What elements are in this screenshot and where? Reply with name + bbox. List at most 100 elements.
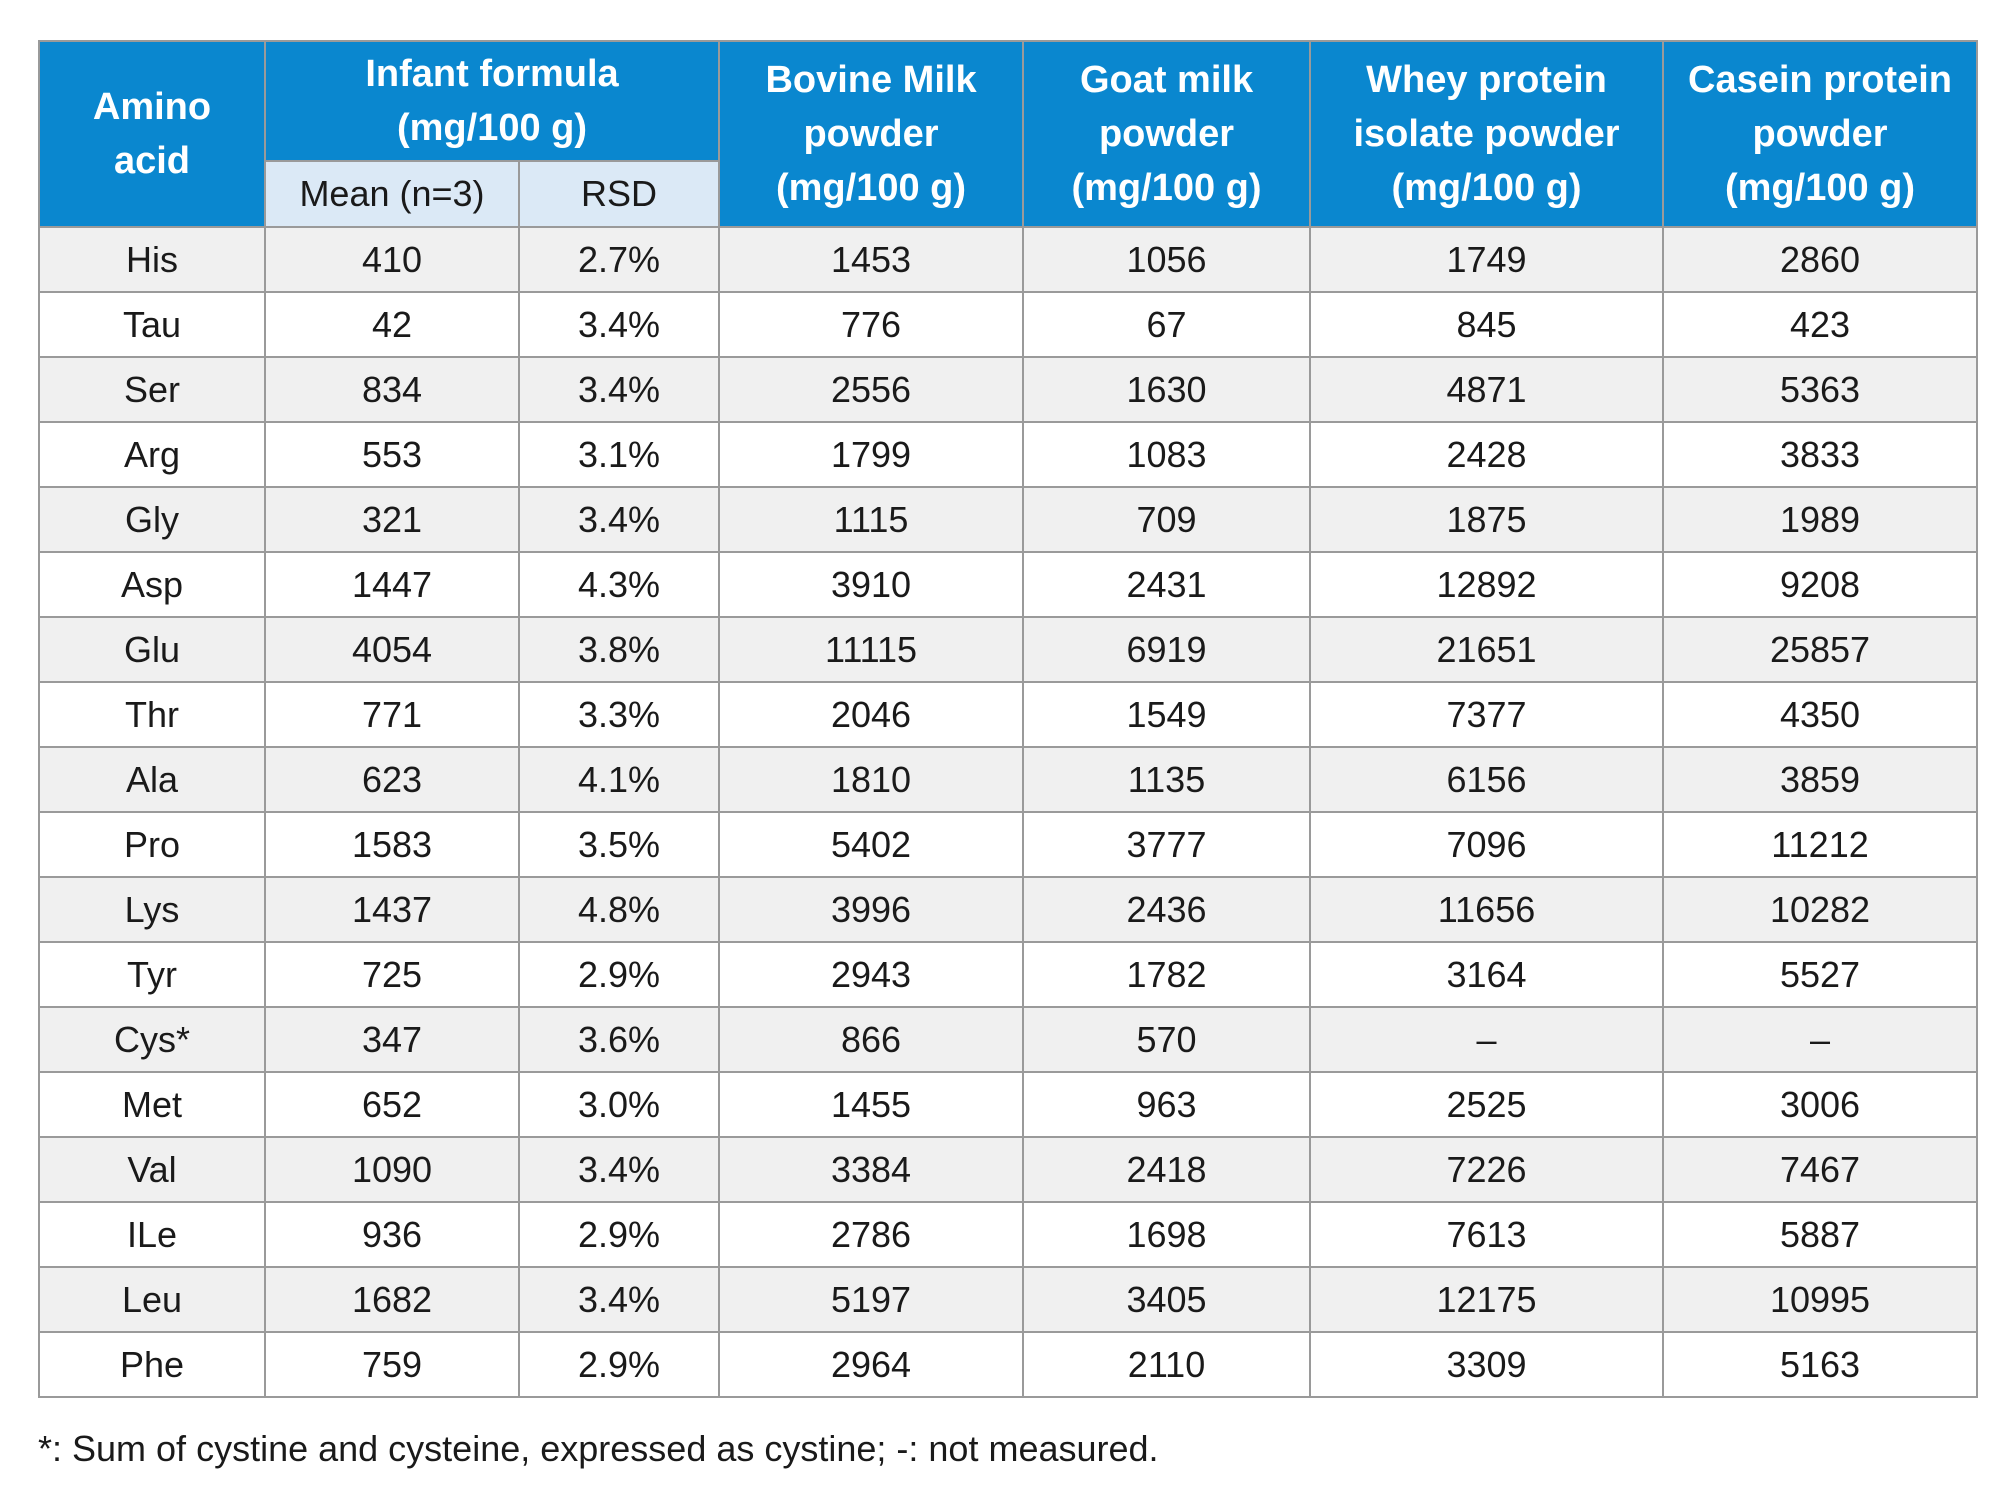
table-row: Gly 321 3.4% 1115 709 1875 1989 xyxy=(38,486,1979,553)
cell-whey: 21651 xyxy=(1309,616,1665,683)
cell-whey: – xyxy=(1309,1006,1665,1073)
cell-amino: Tyr xyxy=(38,941,266,1008)
cell-rsd: 3.6% xyxy=(517,1006,721,1073)
amino-acid-table-container: Amino acid Infant formula (mg/100 g) Bov… xyxy=(38,40,1979,1398)
table-row: Tau 42 3.4% 776 67 845 423 xyxy=(38,291,1979,358)
cell-whey: 12175 xyxy=(1309,1266,1665,1333)
cell-mean: 1583 xyxy=(264,811,520,878)
cell-whey: 7226 xyxy=(1309,1136,1665,1203)
cell-rsd: 3.4% xyxy=(517,291,721,358)
cell-goat: 3405 xyxy=(1022,1266,1312,1333)
cell-mean: 936 xyxy=(264,1201,520,1268)
cell-whey: 6156 xyxy=(1309,746,1665,813)
cell-casein: – xyxy=(1662,1006,1979,1073)
cell-casein: 10282 xyxy=(1662,876,1979,943)
cell-mean: 771 xyxy=(264,681,520,748)
table-row: Asp 1447 4.3% 3910 2431 12892 9208 xyxy=(38,551,1979,618)
cell-casein: 3006 xyxy=(1662,1071,1979,1138)
table-row: Phe 759 2.9% 2964 2110 3309 5163 xyxy=(38,1331,1979,1398)
cell-casein: 423 xyxy=(1662,291,1979,358)
cell-goat: 67 xyxy=(1022,291,1312,358)
cell-mean: 623 xyxy=(264,746,520,813)
cell-rsd: 4.1% xyxy=(517,746,721,813)
cell-casein: 5887 xyxy=(1662,1201,1979,1268)
cell-whey: 7613 xyxy=(1309,1201,1665,1268)
cell-amino: Glu xyxy=(38,616,266,683)
cell-mean: 1437 xyxy=(264,876,520,943)
cell-casein: 9208 xyxy=(1662,551,1979,618)
cell-rsd: 3.4% xyxy=(517,486,721,553)
cell-bovine: 1810 xyxy=(718,746,1025,813)
cell-mean: 42 xyxy=(264,291,520,358)
cell-casein: 4350 xyxy=(1662,681,1979,748)
cell-casein: 2860 xyxy=(1662,226,1979,293)
cell-rsd: 2.7% xyxy=(517,226,721,293)
cell-bovine: 1455 xyxy=(718,1071,1025,1138)
cell-goat: 3777 xyxy=(1022,811,1312,878)
cell-mean: 1682 xyxy=(264,1266,520,1333)
cell-whey: 1875 xyxy=(1309,486,1665,553)
cell-amino: Gly xyxy=(38,486,266,553)
cell-bovine: 1799 xyxy=(718,421,1025,488)
cell-goat: 2418 xyxy=(1022,1136,1312,1203)
amino-acid-table: Amino acid Infant formula (mg/100 g) Bov… xyxy=(38,40,1979,1398)
cell-goat: 570 xyxy=(1022,1006,1312,1073)
cell-amino: Asp xyxy=(38,551,266,618)
cell-mean: 4054 xyxy=(264,616,520,683)
cell-mean: 553 xyxy=(264,421,520,488)
cell-casein: 7467 xyxy=(1662,1136,1979,1203)
cell-rsd: 2.9% xyxy=(517,941,721,1008)
cell-casein: 5163 xyxy=(1662,1331,1979,1398)
header-infant-formula: Infant formula (mg/100 g) xyxy=(263,40,721,162)
cell-rsd: 3.4% xyxy=(517,1136,721,1203)
cell-mean: 321 xyxy=(264,486,520,553)
cell-rsd: 3.1% xyxy=(517,421,721,488)
cell-rsd: 3.5% xyxy=(517,811,721,878)
cell-bovine: 3910 xyxy=(718,551,1025,618)
cell-goat: 2436 xyxy=(1022,876,1312,943)
cell-whey: 2428 xyxy=(1309,421,1665,488)
header-row-top: Amino acid Infant formula (mg/100 g) Bov… xyxy=(38,40,1979,228)
cell-amino: Pro xyxy=(38,811,266,878)
cell-goat: 1698 xyxy=(1022,1201,1312,1268)
cell-rsd: 3.3% xyxy=(517,681,721,748)
table-row: Leu 1682 3.4% 5197 3405 12175 10995 xyxy=(38,1266,1979,1333)
header-mean: Mean (n=3) xyxy=(264,160,520,228)
cell-casein: 25857 xyxy=(1662,616,1979,683)
cell-goat: 1549 xyxy=(1022,681,1312,748)
cell-casein: 3859 xyxy=(1662,746,1979,813)
table-row: Thr 771 3.3% 2046 1549 7377 4350 xyxy=(38,681,1979,748)
cell-amino: Met xyxy=(38,1071,266,1138)
header-row-sub: Mean (n=3) RSD xyxy=(39,160,1977,228)
cell-bovine: 1115 xyxy=(718,486,1025,553)
cell-rsd: 3.4% xyxy=(517,1266,721,1333)
cell-bovine: 776 xyxy=(718,291,1025,358)
cell-amino: Val xyxy=(38,1136,266,1203)
cell-goat: 1630 xyxy=(1022,356,1312,423)
cell-mean: 725 xyxy=(264,941,520,1008)
table-row: Ala 623 4.1% 1810 1135 6156 3859 xyxy=(38,746,1979,813)
cell-bovine: 2964 xyxy=(718,1331,1025,1398)
cell-mean: 1447 xyxy=(264,551,520,618)
table-row: Pro 1583 3.5% 5402 3777 7096 11212 xyxy=(38,811,1979,878)
table-row: Arg 553 3.1% 1799 1083 2428 3833 xyxy=(38,421,1979,488)
table-row: Ser 834 3.4% 2556 1630 4871 5363 xyxy=(38,356,1979,423)
cell-mean: 410 xyxy=(264,226,520,293)
table-row: ILe 936 2.9% 2786 1698 7613 5887 xyxy=(38,1201,1979,1268)
cell-bovine: 3384 xyxy=(718,1136,1025,1203)
cell-whey: 845 xyxy=(1309,291,1665,358)
cell-amino: Ala xyxy=(38,746,266,813)
cell-amino: Ser xyxy=(38,356,266,423)
cell-goat: 2110 xyxy=(1022,1331,1312,1398)
cell-goat: 1782 xyxy=(1022,941,1312,1008)
cell-whey: 1749 xyxy=(1309,226,1665,293)
cell-amino: Arg xyxy=(38,421,266,488)
table-row: Lys 1437 4.8% 3996 2436 11656 10282 xyxy=(38,876,1979,943)
footnote: *: Sum of cystine and cysteine, expresse… xyxy=(38,1428,1159,1469)
cell-whey: 7377 xyxy=(1309,681,1665,748)
cell-rsd: 4.8% xyxy=(517,876,721,943)
cell-bovine: 2943 xyxy=(718,941,1025,1008)
cell-goat: 709 xyxy=(1022,486,1312,553)
cell-goat: 6919 xyxy=(1022,616,1312,683)
cell-bovine: 3996 xyxy=(718,876,1025,943)
